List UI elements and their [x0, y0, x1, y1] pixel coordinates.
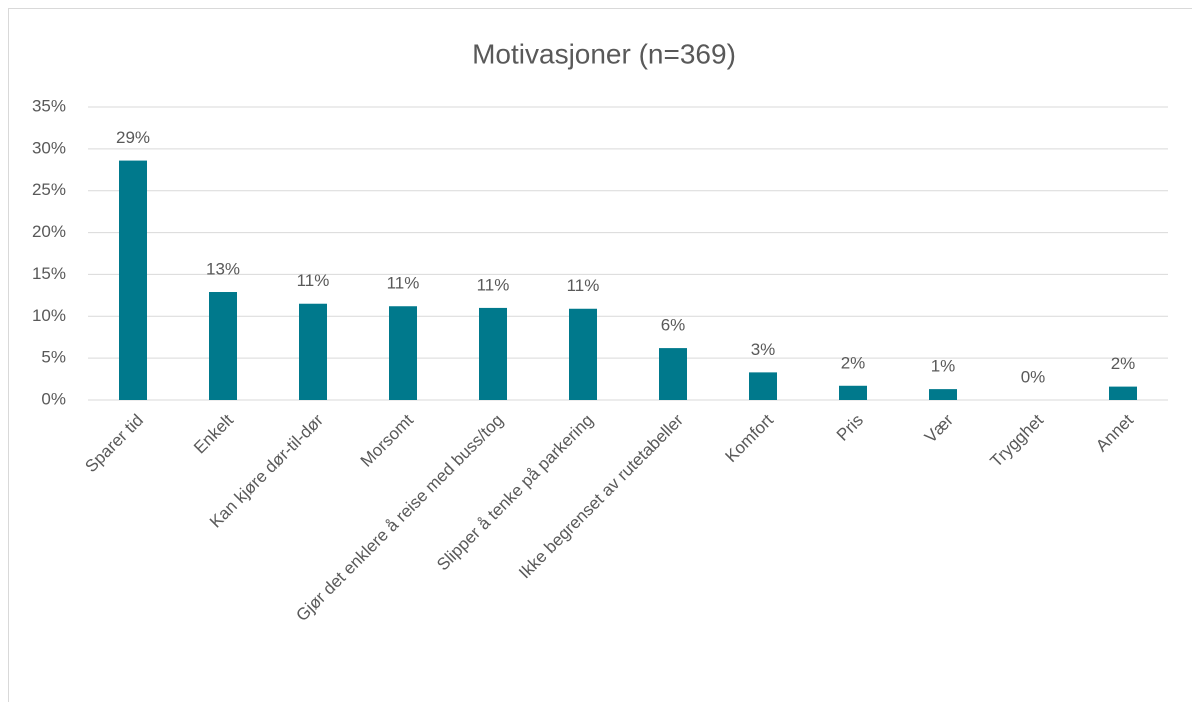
bar [929, 389, 957, 400]
value-label: 2% [1111, 354, 1136, 373]
y-tick-label: 0% [41, 389, 66, 408]
y-tick-label: 25% [32, 180, 66, 199]
bar [569, 308, 597, 400]
value-label: 11% [297, 271, 330, 290]
x-tick-label: Komfort [721, 410, 777, 466]
chart-title: Motivasjoner (n=369) [472, 38, 736, 69]
value-label: 11% [567, 276, 600, 295]
bar [749, 372, 777, 400]
y-tick-label: 20% [32, 222, 66, 241]
y-tick-label: 10% [32, 306, 66, 325]
bar [659, 348, 687, 400]
y-tick-label: 30% [32, 138, 66, 157]
bar [389, 306, 417, 400]
value-label: 1% [931, 357, 956, 376]
x-tick-label: Gjør det enklere å reise med buss/tog [292, 411, 507, 626]
x-tick-label: Morsomt [357, 410, 417, 470]
y-tick-label: 35% [32, 96, 66, 115]
value-label: 11% [387, 274, 420, 293]
bar [479, 307, 507, 400]
bar [119, 160, 147, 400]
bar [1109, 386, 1137, 400]
x-tick-label: Trygghet [987, 410, 1048, 471]
x-tick-label: Pris [833, 411, 867, 445]
bar [839, 385, 867, 400]
bar [299, 303, 327, 400]
bar [209, 292, 237, 400]
value-label: 0% [1021, 367, 1046, 386]
x-tick-label: Slipper å tenke på parkering [433, 411, 597, 575]
value-label: 13% [206, 259, 240, 278]
value-label: 2% [841, 353, 866, 372]
x-tick-label: Enkelt [190, 410, 237, 457]
value-label: 6% [661, 316, 686, 335]
x-tick-label: Annet [1092, 410, 1137, 455]
x-tick-label: Vær [921, 410, 957, 446]
x-tick-label: Sparer tid [81, 411, 147, 477]
x-tick-label: Ikke begrenset av rutetabeller [515, 410, 687, 582]
chart-frame [8, 8, 1192, 702]
value-label: 11% [477, 275, 510, 294]
value-label: 29% [116, 128, 150, 147]
y-tick-label: 15% [32, 264, 66, 283]
value-label: 3% [751, 340, 776, 359]
y-tick-label: 5% [41, 348, 66, 367]
